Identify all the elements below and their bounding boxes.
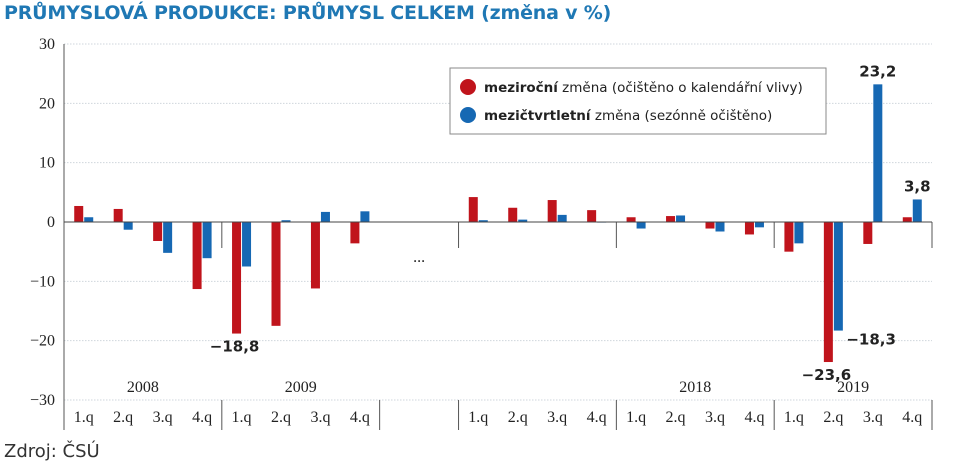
y-tick-label: 10	[39, 155, 55, 172]
bar-mezictvrtletni	[557, 214, 567, 222]
year-label: 2018	[679, 379, 711, 396]
quarter-label: 4.q	[192, 409, 212, 426]
bar-mezictvrtletni	[163, 222, 173, 253]
quarter-label: 2.q	[666, 409, 686, 426]
bar-mezirocni	[784, 222, 794, 252]
quarter-label: 2.q	[113, 409, 133, 426]
y-tick-label: 30	[39, 36, 55, 53]
bar-mezirocni	[626, 217, 636, 222]
data-label: 23,2	[859, 62, 896, 80]
bar-mezictvrtletni	[123, 222, 133, 230]
legend-entry-rest: změna (očištěno o kalendářní vlivy)	[558, 80, 803, 96]
bar-mezirocni	[508, 207, 518, 222]
source-note: Zdroj: ČSÚ	[4, 441, 100, 462]
bar-mezictvrtletni	[360, 211, 370, 222]
quarter-label: 1.q	[626, 409, 646, 426]
bar-mezirocni	[350, 222, 360, 244]
y-tick-label: −10	[30, 273, 55, 290]
y-tick-label: 20	[39, 95, 55, 112]
bar-mezictvrtletni	[636, 222, 646, 229]
quarter-label: 1.q	[468, 409, 488, 426]
bar-mezirocni	[863, 222, 873, 244]
quarter-label: 4.q	[587, 409, 607, 426]
y-tick-label: −20	[30, 333, 55, 350]
bar-mezirocni	[823, 222, 833, 363]
legend-box	[449, 67, 827, 135]
bar-mezictvrtletni	[518, 219, 528, 222]
quarter-label: 3.q	[705, 409, 725, 426]
bar-mezictvrtletni	[202, 222, 212, 259]
bar-mezirocni	[705, 222, 715, 229]
bar-mezictvrtletni	[281, 220, 291, 222]
bar-mezictvrtletni	[242, 222, 252, 267]
bar-mezirocni	[113, 208, 123, 222]
legend-entry-bold: mezičtvrtletní	[484, 108, 592, 124]
bar-mezictvrtletni	[84, 217, 94, 222]
bar-mezictvrtletni	[676, 215, 686, 222]
bar-mezirocni	[271, 222, 281, 326]
bar-mezirocni	[468, 197, 478, 222]
quarter-label: 4.q	[350, 409, 370, 426]
bar-mezirocni	[192, 222, 202, 290]
quarter-label: 2.q	[823, 409, 843, 426]
quarter-label: 3.q	[310, 409, 330, 426]
bar-mezirocni	[666, 216, 676, 222]
year-label: 2009	[285, 379, 317, 396]
legend-entry: meziroční změna (očištěno o kalendářní v…	[484, 80, 803, 96]
industrial-production-chart: 30 20 10 0 −10 −20 −30... 1.q 2.q 3.q 4.q 1.q 2.q 3.q…	[30, 36, 933, 430]
bar-mezirocni	[74, 205, 84, 222]
legend-entry-bold: meziroční	[484, 80, 559, 96]
bar-mezictvrtletni	[833, 222, 843, 331]
quarter-label: 3.q	[547, 409, 567, 426]
quarter-label: 2.q	[271, 409, 291, 426]
bar-mezictvrtletni	[912, 199, 922, 222]
legend-entry: mezičtvrtletní změna (sezónně očištěno)	[484, 108, 772, 124]
quarter-label: 4.q	[902, 409, 922, 426]
gap-marker: ...	[413, 249, 425, 266]
y-tick-label: 0	[47, 214, 55, 231]
y-tick-label: −30	[30, 392, 55, 409]
quarter-label: 1.q	[74, 409, 94, 426]
quarter-label: 1.q	[784, 409, 804, 426]
chart-title: PRŮMYSLOVÁ PRODUKCE: PRŮMYSL CELKEM (změ…	[4, 2, 612, 24]
data-label: −23,6	[802, 366, 852, 384]
bar-mezirocni	[744, 222, 754, 235]
year-label: 2019	[837, 379, 869, 396]
bar-mezirocni	[547, 200, 557, 222]
bar-mezirocni	[902, 217, 912, 222]
bar-mezirocni	[153, 222, 163, 241]
data-label: −18,3	[846, 331, 896, 349]
bar-mezirocni	[232, 222, 242, 334]
quarter-label: 1.q	[232, 409, 252, 426]
data-label: −18,8	[210, 338, 260, 356]
bar-mezirocni	[310, 222, 320, 289]
bar-mezictvrtletni	[873, 84, 883, 222]
quarter-label: 3.q	[153, 409, 173, 426]
legend-entry-rest: změna (sezónně očištěno)	[591, 108, 773, 124]
bar-mezictvrtletni	[754, 222, 764, 228]
quarter-label: 4.q	[744, 409, 764, 426]
year-label: 2008	[127, 379, 159, 396]
quarter-label: 3.q	[863, 409, 883, 426]
bar-mezictvrtletni	[478, 220, 488, 222]
bar-mezirocni	[587, 210, 597, 222]
legend-marker-mezirocni	[460, 79, 476, 95]
legend-marker-mezictvrtletni	[460, 107, 476, 123]
bar-mezictvrtletni	[715, 222, 725, 232]
bar-mezictvrtletni	[320, 211, 330, 222]
data-label: 3,8	[904, 177, 931, 195]
bar-mezictvrtletni	[794, 222, 804, 244]
quarter-label: 2.q	[508, 409, 528, 426]
